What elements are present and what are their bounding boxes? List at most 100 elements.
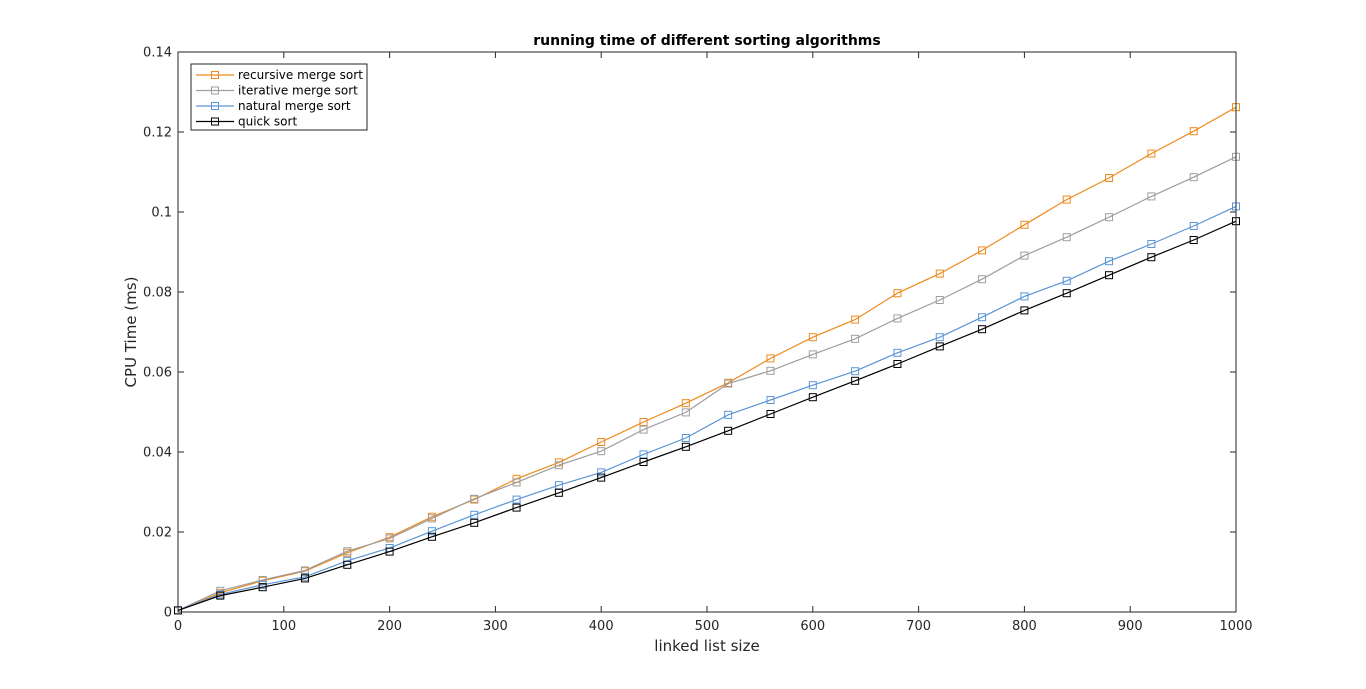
data-point-marker: [1147, 192, 1156, 201]
data-point-marker: [766, 366, 775, 375]
legend-label: natural merge sort: [238, 99, 351, 113]
data-point-marker: [1147, 253, 1156, 262]
y-tick-label: 0.1: [151, 206, 172, 221]
data-point-marker: [681, 442, 690, 451]
data-point-marker: [724, 410, 733, 419]
data-point-marker: [1147, 240, 1156, 248]
data-point-marker: [385, 534, 394, 543]
data-point-marker: [300, 566, 309, 575]
x-tick-label: 200: [377, 619, 402, 634]
data-point-marker: [851, 334, 860, 343]
legend-marker: [211, 71, 219, 79]
data-point-marker: [470, 518, 479, 527]
series-line: [177, 156, 1237, 611]
data-point-marker: [1189, 222, 1198, 230]
data-point-marker: [1020, 251, 1029, 260]
data-point-marker: [512, 503, 521, 512]
data-point-marker: [893, 348, 902, 357]
data-point-marker: [512, 478, 521, 487]
x-tick-label: 900: [1118, 619, 1143, 634]
data-point-marker: [1020, 292, 1029, 301]
data-point-marker: [1020, 220, 1029, 229]
data-point-marker: [978, 275, 987, 284]
x-tick-label: 300: [483, 619, 508, 634]
data-point-marker: [343, 547, 352, 556]
data-point-marker: [639, 425, 648, 434]
data-point-marker: [681, 399, 690, 408]
y-tick-label: 0.12: [143, 126, 172, 141]
data-point-marker: [470, 510, 479, 519]
x-tick-label: 500: [695, 619, 720, 634]
legend-label: quick sort: [238, 115, 297, 129]
x-tick-label: 400: [589, 619, 614, 634]
chart-title: running time of different sorting algori…: [533, 33, 880, 49]
data-point-marker: [554, 488, 563, 497]
data-point-marker: [766, 410, 775, 418]
data-point-marker: [893, 360, 902, 368]
y-tick-label: 0.06: [143, 366, 172, 381]
legend-marker: [211, 102, 219, 110]
data-point-marker: [597, 473, 606, 482]
data-point-marker: [639, 418, 648, 426]
x-tick-label: 1000: [1219, 619, 1252, 634]
y-tick-label: 0.04: [143, 446, 172, 461]
series-layer: [174, 103, 1240, 615]
data-point-marker: [427, 532, 436, 541]
data-point-marker: [808, 381, 817, 390]
data-point-marker: [343, 560, 352, 569]
data-point-marker: [681, 408, 690, 417]
data-point-marker: [1189, 127, 1198, 136]
legend-marker: [211, 117, 219, 126]
y-tick-label: 0.02: [143, 526, 172, 541]
data-point-marker: [1189, 236, 1198, 244]
legend-label: recursive merge sort: [238, 68, 363, 82]
data-point-marker: [639, 450, 648, 459]
series-line: [177, 220, 1237, 611]
y-axis-title: CPU Time (ms): [122, 277, 140, 388]
data-point-marker: [427, 514, 436, 523]
series-line: [177, 106, 1237, 611]
plot-area: [178, 52, 1236, 612]
data-point-marker: [808, 393, 817, 402]
data-point-marker: [766, 354, 775, 363]
data-point-marker: [935, 342, 944, 351]
data-point-marker: [1062, 289, 1071, 298]
data-point-marker: [597, 447, 606, 456]
data-point-marker: [1105, 257, 1114, 266]
y-tick-label: 0.14: [143, 46, 172, 61]
data-point-marker: [893, 289, 902, 298]
data-point-marker: [893, 314, 902, 323]
data-point-marker: [1062, 233, 1071, 242]
data-point-marker: [1147, 149, 1156, 158]
data-point-marker: [851, 367, 860, 376]
data-point-marker: [216, 591, 225, 600]
data-point-marker: [978, 246, 987, 255]
data-point-marker: [1062, 195, 1071, 204]
data-point-marker: [1020, 306, 1029, 315]
series-line: [177, 205, 1237, 611]
data-point-marker: [1189, 173, 1198, 182]
axes-layer: 0 100 200 300 400 500 600 700 800 900 1000 0 0.02 0.0…: [143, 46, 1253, 635]
legend-marker: [211, 86, 219, 95]
data-point-marker: [808, 333, 817, 342]
y-tick-label: 0: [164, 606, 172, 621]
data-point-marker: [935, 333, 944, 342]
data-point-marker: [512, 495, 521, 504]
y-tick-label: 0.08: [143, 286, 172, 301]
legend-label: iterative merge sort: [238, 84, 358, 98]
x-axis-title: linked list size: [654, 637, 759, 655]
data-point-marker: [258, 583, 267, 592]
series-3: [174, 217, 1240, 615]
data-point-marker: [1105, 271, 1114, 280]
data-point-marker: [978, 313, 987, 322]
legend: recursive merge sort iterative merge sort…: [190, 63, 368, 131]
x-tick-label: 600: [800, 619, 825, 634]
data-point-marker: [554, 461, 563, 470]
data-point-marker: [1105, 213, 1114, 222]
data-point-marker: [724, 426, 733, 435]
data-point-marker: [851, 315, 860, 324]
data-point-marker: [978, 325, 987, 334]
data-point-marker: [554, 481, 563, 490]
data-point-marker: [808, 350, 817, 359]
